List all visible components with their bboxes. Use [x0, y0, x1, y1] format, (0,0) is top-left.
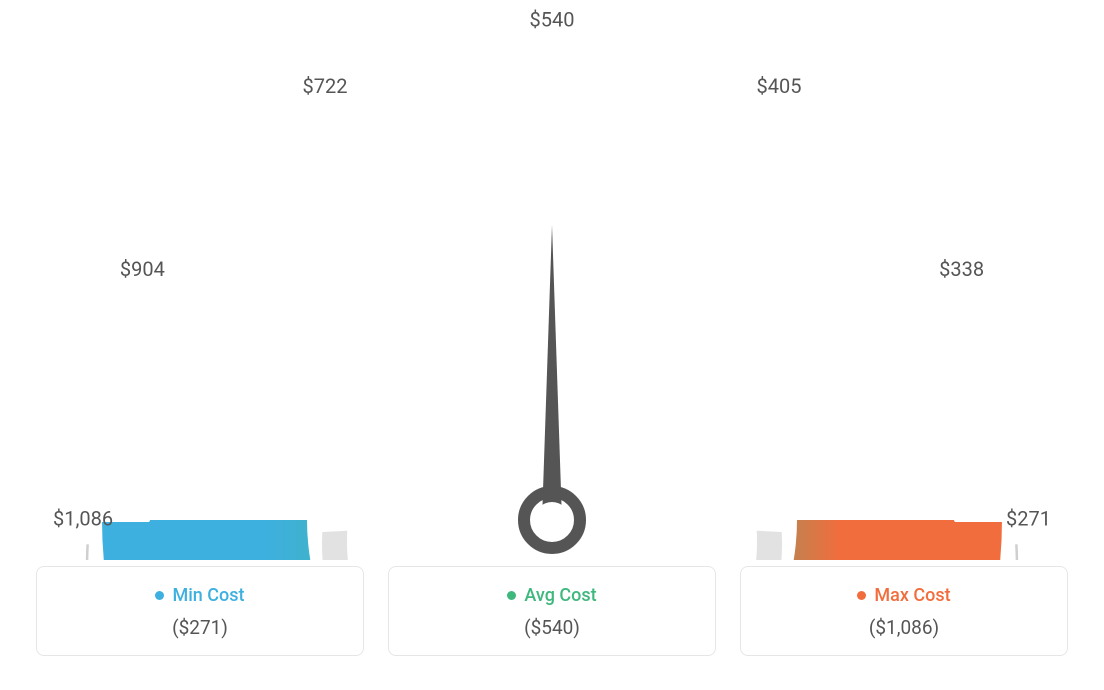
legend-row: Min Cost ($271) Avg Cost ($540) Max Cost…: [0, 566, 1104, 656]
legend-title-avg: Avg Cost: [507, 585, 596, 606]
legend-card-min: Min Cost ($271): [36, 566, 364, 656]
tick-label: $722: [303, 74, 348, 98]
tick-label: $405: [757, 74, 802, 98]
legend-value-avg: ($540): [399, 616, 705, 639]
legend-dot-max: [857, 591, 866, 600]
gauge-chart: $271 $338 $405 $540 $722 $904 $1,086: [0, 0, 1104, 560]
legend-card-max: Max Cost ($1,086): [740, 566, 1068, 656]
legend-title-min: Min Cost: [155, 585, 244, 606]
tick-label: $1,086: [53, 506, 113, 530]
tick-label: $271: [1006, 506, 1051, 530]
tick-label: $904: [120, 257, 165, 281]
legend-value-min: ($271): [47, 616, 353, 639]
legend-label-max: Max Cost: [874, 585, 950, 606]
legend-value-max: ($1,086): [751, 616, 1057, 639]
legend-dot-min: [155, 591, 164, 600]
tick-label: $540: [530, 7, 575, 31]
legend-dot-avg: [507, 591, 516, 600]
tick-label: $338: [939, 257, 984, 281]
legend-label-avg: Avg Cost: [524, 585, 596, 606]
legend-title-max: Max Cost: [857, 585, 950, 606]
legend-label-min: Min Cost: [172, 585, 244, 606]
gauge-svg: $271 $338 $405 $540 $722 $904 $1,086: [0, 0, 1104, 560]
legend-card-avg: Avg Cost ($540): [388, 566, 716, 656]
